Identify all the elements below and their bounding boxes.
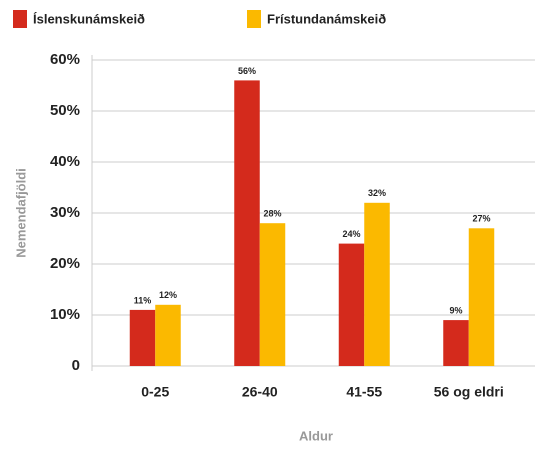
x-axis-label: Aldur: [299, 428, 333, 443]
y-tick-label: 0: [72, 357, 80, 374]
y-tick-label: 30%: [50, 204, 80, 221]
x-tick-label: 41-55: [346, 384, 382, 400]
y-tick-label: 40%: [50, 153, 80, 170]
y-axis-label: Nemendafjöldi: [13, 168, 28, 258]
x-tick-label: 56 og eldri: [434, 384, 504, 400]
x-tick-label: 26-40: [242, 384, 278, 400]
y-tick-label: 10%: [50, 306, 80, 323]
legend-label: Íslenskunámskeið: [33, 11, 145, 26]
bar: [443, 320, 469, 366]
value-label: 56%: [238, 66, 256, 76]
y-tick-label: 50%: [50, 102, 80, 119]
bar: [338, 243, 365, 366]
x-tick-label: 0-25: [141, 384, 169, 400]
value-label: 11%: [134, 295, 152, 305]
legend-label: Frístundanámskeið: [267, 11, 386, 26]
bar: [234, 80, 260, 367]
legend-swatch: [13, 10, 27, 28]
bar: [155, 304, 181, 366]
value-label: 24%: [342, 229, 360, 239]
y-tick-label: 20%: [50, 255, 80, 272]
value-label: 32%: [368, 188, 386, 198]
bar: [129, 309, 156, 366]
bar: [468, 228, 495, 366]
legend-swatch: [247, 10, 261, 28]
value-label: 28%: [263, 209, 281, 219]
y-tick-label: 60%: [50, 51, 80, 68]
value-label: 9%: [449, 305, 462, 315]
bar: [364, 202, 390, 366]
bar: [259, 223, 286, 366]
value-label: 12%: [159, 290, 177, 300]
value-label: 27%: [472, 214, 490, 224]
